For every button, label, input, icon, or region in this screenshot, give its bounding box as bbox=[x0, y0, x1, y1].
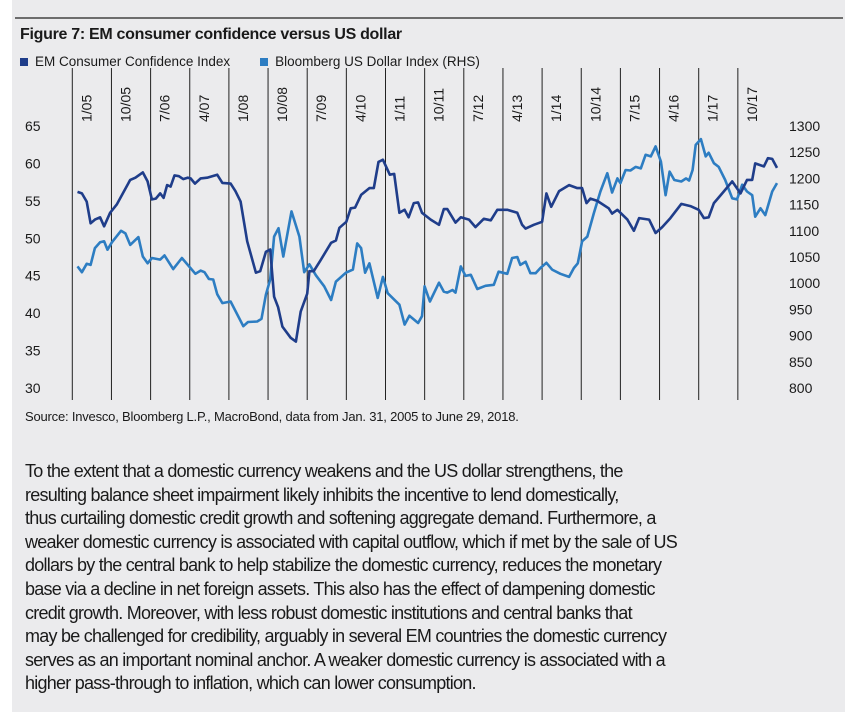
chart-legend: EM Consumer Confidence Index Bloomberg U… bbox=[20, 54, 480, 69]
x-tick-label: 1/05 bbox=[78, 95, 94, 122]
y-left-tick-label: 55 bbox=[25, 193, 41, 209]
paragraph-line: dollars by the central bank to help stab… bbox=[25, 555, 662, 576]
series-lines bbox=[76, 137, 779, 343]
y-left-tick-label: 65 bbox=[25, 118, 41, 134]
paragraph-line: thus curtailing domestic credit growth a… bbox=[25, 508, 656, 529]
figure-title: Figure 7: EM consumer confidence versus … bbox=[20, 26, 402, 43]
y-right-tick-label: 1050 bbox=[789, 249, 820, 265]
y-left-tick-label: 30 bbox=[25, 380, 41, 396]
paragraph-line: weaker domestic currency is associated w… bbox=[25, 531, 678, 552]
paragraph-line: To the extent that a domestic currency w… bbox=[25, 461, 623, 481]
y-left-tick-labels: 65 60 55 50 45 40 35 30 bbox=[25, 118, 41, 396]
paragraph-line: higher pass-through to inflation, which … bbox=[25, 673, 477, 694]
chart-source: Source: Invesco, Bloomberg L.P., MacroBo… bbox=[25, 409, 519, 424]
y-right-tick-label: 950 bbox=[789, 301, 813, 317]
paragraph-line: base via a decline in net foreign assets… bbox=[25, 578, 656, 599]
y-right-tick-label: 1150 bbox=[789, 197, 819, 213]
x-tick-label: 4/10 bbox=[352, 95, 368, 122]
x-tick-label: 10/11 bbox=[431, 88, 447, 122]
x-tick-label: 7/12 bbox=[470, 95, 486, 122]
x-tick-labels: 1/05 10/05 7/06 4/07 1/08 10/08 7/09 4/10 1/11 10… bbox=[78, 87, 760, 122]
y-right-tick-label: 800 bbox=[789, 380, 813, 396]
legend-swatch-usd bbox=[260, 57, 269, 66]
y-right-tick-label: 900 bbox=[789, 328, 813, 344]
paragraph-line: serves as an important nominal anchor. A… bbox=[25, 649, 666, 670]
legend-item-em: EM Consumer Confidence Index bbox=[20, 54, 230, 69]
legend-label-em: EM Consumer Confidence Index bbox=[35, 54, 231, 69]
y-left-tick-label: 35 bbox=[25, 343, 41, 359]
series-line-us-dollar-index bbox=[76, 137, 779, 328]
paragraph-line: credit growth. Moreover, with less robus… bbox=[25, 602, 633, 623]
y-right-tick-label: 1200 bbox=[789, 170, 820, 186]
series-line-em-consumer-confidence bbox=[77, 156, 779, 343]
y-right-tick-label: 1300 bbox=[789, 118, 820, 134]
line-chart: 1/05 10/05 7/06 4/07 1/08 10/08 7/09 4/10 1/11 10… bbox=[25, 68, 820, 400]
y-left-tick-label: 60 bbox=[25, 155, 41, 171]
body-paragraph: To the extent that a domestic currency w… bbox=[25, 460, 678, 696]
x-tick-label: 7/09 bbox=[313, 95, 329, 122]
legend-swatch-em bbox=[20, 57, 28, 66]
x-tick-label: 1/17 bbox=[705, 95, 721, 122]
y-right-tick-labels: 1300 1250 1200 1150 1100 1050 1000 950 900 850 800 bbox=[789, 118, 820, 396]
x-tick-label: 4/16 bbox=[666, 95, 682, 122]
legend-item-usd: Bloomberg US Dollar Index (RHS) bbox=[260, 54, 480, 69]
paragraph-line: may be challenged for credibility, argua… bbox=[25, 626, 667, 647]
y-left-tick-label: 50 bbox=[25, 230, 41, 246]
top-rule bbox=[15, 17, 843, 19]
y-right-tick-label: 1100 bbox=[789, 223, 819, 239]
x-tick-label: 10/17 bbox=[744, 87, 760, 122]
y-right-tick-label: 850 bbox=[789, 354, 813, 370]
x-tick-label: 10/08 bbox=[274, 87, 290, 122]
x-tick-label: 1/11 bbox=[392, 96, 408, 122]
x-tick-label: 7/15 bbox=[626, 95, 642, 122]
x-tick-label: 10/14 bbox=[587, 87, 603, 122]
x-tick-label: 10/05 bbox=[117, 87, 133, 122]
y-left-tick-label: 45 bbox=[25, 268, 41, 284]
y-left-tick-label: 40 bbox=[25, 305, 41, 321]
y-right-tick-label: 1000 bbox=[789, 275, 820, 291]
x-tick-label: 1/14 bbox=[548, 95, 564, 122]
y-right-tick-label: 1250 bbox=[789, 144, 820, 160]
paragraph-line: resulting balance sheet impairment likel… bbox=[25, 484, 619, 505]
legend-label-usd: Bloomberg US Dollar Index (RHS) bbox=[275, 54, 480, 69]
x-tick-label: 7/06 bbox=[157, 95, 173, 122]
x-tick-label: 1/08 bbox=[235, 95, 251, 122]
x-tick-label: 4/13 bbox=[509, 95, 525, 122]
date-gridlines bbox=[71, 68, 739, 400]
x-tick-label: 4/07 bbox=[196, 95, 212, 122]
